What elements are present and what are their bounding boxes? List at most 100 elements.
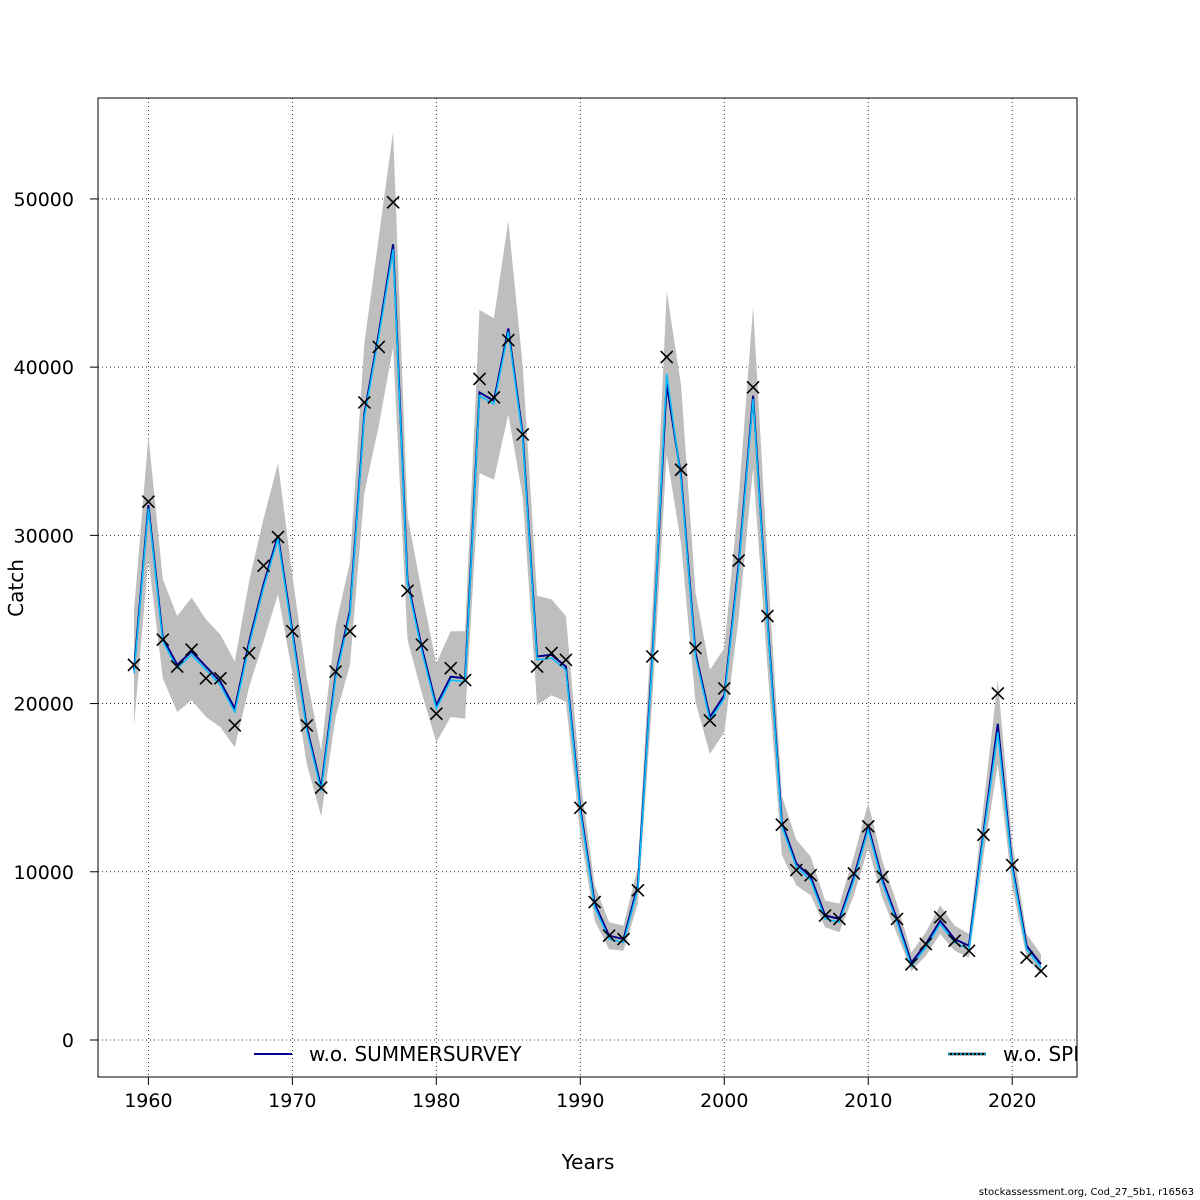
- observed-point: [386, 195, 400, 209]
- observed-point-stroke: [199, 671, 213, 685]
- observed-point-stroke: [789, 863, 803, 877]
- series-lines: [133, 244, 1042, 969]
- observed-point-stroke: [991, 686, 1005, 701]
- observed-point: [890, 912, 904, 926]
- observed-point: [544, 646, 559, 660]
- plot-frame: [97, 97, 1078, 1078]
- observed-point: [760, 609, 775, 623]
- observed-point-stroke: [228, 718, 242, 733]
- observed-point-stroke: [156, 633, 170, 647]
- observed-point-stroke: [933, 910, 947, 924]
- observed-point: [458, 673, 472, 687]
- observed-point-stroke: [285, 624, 299, 638]
- observed-point-stroke: [544, 646, 559, 660]
- observed-point-stroke: [746, 380, 760, 394]
- observed-point: [343, 624, 357, 638]
- observed-point: [228, 718, 242, 733]
- observed-point-stroke: [948, 934, 962, 948]
- observed-point: [429, 707, 443, 721]
- observed-point-stroke: [516, 427, 530, 441]
- observed-point: [141, 495, 155, 509]
- y-tick-label: 10000: [14, 862, 74, 884]
- observed-point-stroke: [804, 868, 818, 882]
- y-tick-label: 0: [62, 1030, 74, 1052]
- observed-point: [170, 659, 184, 674]
- observed-point-stroke: [631, 883, 645, 897]
- y-tick-label: 50000: [14, 189, 74, 211]
- series-line-spring: [133, 249, 1042, 969]
- observed-point-stroke: [616, 932, 631, 946]
- observed-point: [746, 380, 760, 394]
- y-tick-label: 20000: [14, 694, 74, 716]
- observed-point: [804, 868, 818, 882]
- legend: w.o. SUMMERSURVEY w.o. SPRINGSURVEY: [254, 1042, 1200, 1066]
- observed-point-stroke: [242, 646, 256, 660]
- confidence-band: [134, 131, 1041, 975]
- observed-point-stroke: [775, 818, 789, 832]
- observed-point-stroke: [717, 681, 731, 695]
- observed-point: [328, 665, 343, 679]
- observed-point-stroke: [472, 372, 487, 386]
- observed-point: [185, 643, 199, 657]
- observed-point: [775, 818, 789, 832]
- x-tick-label: 2010: [844, 1090, 892, 1112]
- observed-point: [127, 658, 141, 672]
- observed-point-stroke: [602, 929, 616, 943]
- observed-point: [904, 957, 918, 971]
- observed-point-stroke: [703, 713, 717, 727]
- x-tick-label: 1960: [124, 1090, 172, 1112]
- observed-point: [516, 427, 530, 441]
- x-tick-label: 2000: [700, 1090, 748, 1112]
- observed-point-stroke: [919, 937, 933, 951]
- x-tick-label: 1990: [556, 1090, 604, 1112]
- observed-point-stroke: [760, 609, 775, 623]
- observed-point: [660, 350, 674, 364]
- observed-point-stroke: [530, 659, 544, 674]
- observed-point: [674, 463, 688, 477]
- observed-point-stroke: [415, 638, 429, 652]
- observed-point: [1034, 964, 1048, 978]
- observed-point: [501, 333, 515, 347]
- observed-point: [616, 932, 631, 946]
- observed-point: [962, 944, 976, 958]
- observed-point-stroke: [660, 350, 674, 364]
- observed-point: [530, 659, 544, 674]
- observed-point: [948, 934, 962, 948]
- observed-point-stroke: [429, 707, 443, 721]
- observed-point-stroke: [1005, 858, 1019, 872]
- observed-point: [717, 681, 731, 695]
- observed-point: [199, 671, 213, 685]
- observed-point-stroke: [185, 643, 199, 657]
- observed-point: [213, 671, 227, 685]
- confidence-bands: [134, 131, 1041, 975]
- observed-point: [631, 883, 645, 897]
- observed-point: [415, 638, 429, 652]
- observed-point: [400, 584, 415, 598]
- observed-point-stroke: [890, 912, 904, 926]
- observed-point: [372, 340, 386, 354]
- observed-point: [732, 554, 746, 568]
- observed-point: [357, 395, 371, 410]
- legend-label-spring: w.o. SPRINGSURVEY: [1003, 1042, 1200, 1066]
- observed-point: [1020, 951, 1034, 965]
- observed-point-stroke: [141, 495, 155, 509]
- observed-point-stroke: [170, 659, 184, 674]
- observed-point-stroke: [328, 665, 343, 679]
- observed-point: [991, 686, 1005, 701]
- x-tick-label: 1980: [412, 1090, 460, 1112]
- legend-label-summer: w.o. SUMMERSURVEY: [309, 1042, 522, 1066]
- observed-point: [444, 661, 458, 675]
- observed-point: [559, 653, 573, 667]
- observed-point: [818, 908, 832, 923]
- observed-point: [861, 819, 875, 833]
- y-tick-label: 30000: [14, 525, 74, 547]
- observed-point: [933, 910, 947, 924]
- observed-point-stroke: [213, 671, 227, 685]
- observed-point: [832, 912, 847, 926]
- observed-point-stroke: [1020, 951, 1034, 965]
- observed-point: [472, 372, 487, 386]
- observed-point: [703, 713, 717, 727]
- observed-point: [285, 624, 299, 638]
- observed-point: [847, 866, 861, 881]
